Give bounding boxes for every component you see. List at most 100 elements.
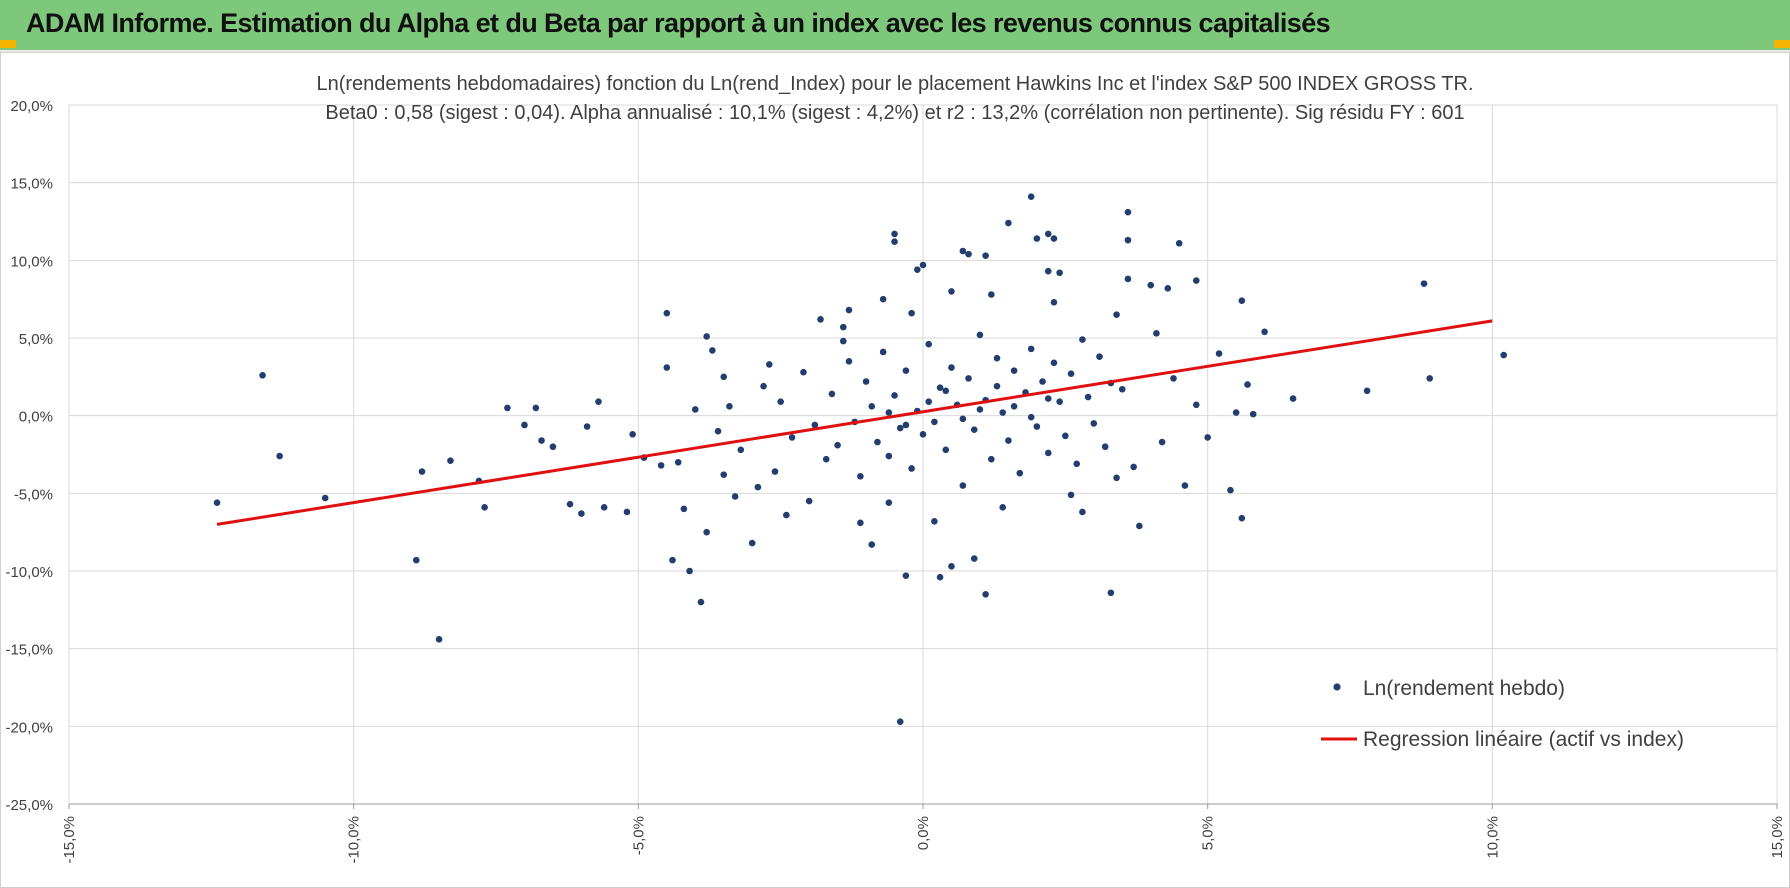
data-point (213, 499, 221, 506)
data-point (817, 316, 824, 323)
data-point (549, 443, 557, 451)
data-point (663, 309, 671, 317)
data-point (1067, 491, 1075, 499)
data-point (1363, 387, 1371, 395)
data-point (1027, 345, 1035, 353)
data-point (1158, 438, 1166, 446)
data-point (1227, 486, 1234, 494)
data-point (686, 567, 693, 575)
data-point (726, 403, 733, 410)
data-point (703, 528, 710, 536)
data-point (765, 361, 773, 368)
data-point (885, 452, 893, 460)
data-point (669, 556, 676, 564)
data-point (1090, 420, 1098, 427)
x-tick-label: 10,0% (1484, 816, 1501, 859)
data-point (1027, 193, 1035, 200)
data-point (583, 423, 591, 430)
data-point (936, 573, 944, 581)
data-point (999, 409, 1007, 416)
data-point (1084, 393, 1092, 401)
y-tick-label: 0,0% (19, 409, 53, 426)
data-point (1170, 375, 1177, 382)
data-point (908, 465, 915, 472)
data-point (805, 497, 813, 505)
data-point (948, 563, 955, 570)
data-point (834, 441, 841, 449)
data-point (902, 367, 910, 374)
data-point (811, 421, 819, 429)
data-point (1147, 281, 1155, 289)
data-point (418, 468, 426, 475)
data-point (914, 266, 921, 273)
data-point (1044, 267, 1052, 275)
data-point (1181, 482, 1189, 489)
data-point (925, 398, 932, 405)
data-point (1039, 378, 1046, 385)
data-point (857, 472, 864, 480)
data-point (988, 291, 995, 298)
data-point (1238, 297, 1246, 305)
data-point (777, 398, 784, 405)
data-point (1232, 409, 1240, 416)
data-point (1289, 395, 1297, 402)
data-point (931, 418, 938, 426)
data-point (697, 598, 705, 606)
y-tick-label: 20,0% (10, 98, 53, 115)
y-tick-label: -15,0% (5, 642, 53, 659)
banner-corner-left (0, 40, 16, 48)
data-point (623, 508, 631, 516)
data-point (259, 371, 266, 379)
data-point (771, 468, 779, 475)
data-point (788, 434, 796, 441)
data-point (896, 424, 904, 432)
data-point (481, 504, 488, 511)
chart-subtitle: Beta0 : 0,58 (sigest : 0,04). Alpha annu… (325, 102, 1464, 124)
data-point (868, 541, 876, 548)
data-point (276, 452, 283, 460)
data-point (948, 288, 955, 295)
regression-layer (216, 319, 1493, 526)
data-point (1056, 398, 1063, 405)
data-point (908, 309, 915, 317)
axes-layer: 20,0% 15,0% 10,0% 5,0% 0,0% -5,0% -10,0% -15,0%… (5, 98, 1786, 864)
data-point (993, 382, 1001, 390)
data-point (970, 426, 978, 433)
data-point (1244, 381, 1251, 388)
data-point (982, 591, 989, 598)
data-point (731, 493, 739, 500)
data-point (891, 392, 898, 399)
data-point (936, 384, 944, 392)
x-tick-label: -15,0% (61, 816, 78, 864)
data-point (845, 358, 853, 365)
data-point (879, 348, 887, 356)
data-point (885, 409, 893, 416)
data-point (874, 438, 881, 446)
data-point (629, 431, 636, 438)
data-point (942, 446, 950, 454)
y-tick-label: 5,0% (19, 331, 53, 348)
data-point (1420, 280, 1428, 287)
data-point (896, 718, 904, 725)
data-point (1067, 370, 1075, 378)
data-point (925, 340, 932, 348)
x-tick-label: 5,0% (1200, 816, 1217, 850)
data-point (1016, 469, 1024, 477)
data-point (754, 483, 762, 491)
data-point (1101, 443, 1109, 451)
data-point (857, 519, 864, 527)
points-layer (213, 193, 1508, 725)
data-point (663, 364, 671, 371)
data-point (948, 364, 955, 371)
data-point (532, 404, 540, 412)
data-point (595, 398, 602, 405)
data-point (800, 368, 807, 376)
data-point (600, 504, 608, 511)
data-point (1044, 230, 1052, 238)
data-point (1249, 410, 1257, 418)
data-point (1005, 437, 1012, 444)
data-point (976, 331, 984, 339)
data-point (1050, 298, 1058, 306)
data-point (959, 247, 967, 255)
data-point (959, 415, 967, 423)
